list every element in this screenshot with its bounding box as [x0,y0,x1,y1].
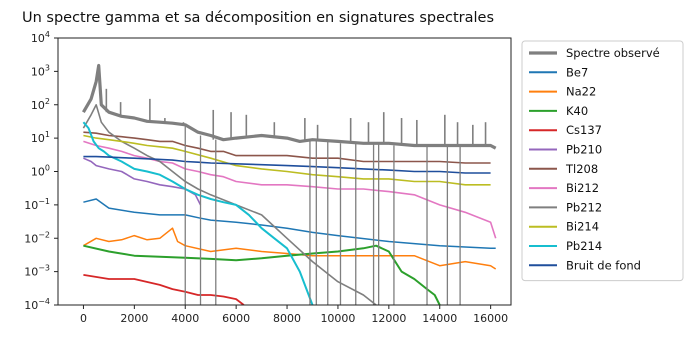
legend-label: Spectre observé [566,46,660,60]
series-line-0 [83,66,495,149]
x-tick-label: 10000 [320,312,355,325]
series-line-8 [83,105,376,305]
x-tick-label: 6000 [222,312,250,325]
x-tick-label: 14000 [422,312,457,325]
series-line-5 [83,158,200,205]
legend-label: Pb210 [566,143,602,157]
legend-label: K40 [566,104,588,118]
y-tick-label: 10−3 [24,264,50,279]
y-tick-label: 10−1 [24,197,50,212]
x-tick-label: 2000 [120,312,148,325]
legend-label: Pb212 [566,200,602,214]
legend-label: Bi214 [566,220,599,234]
x-tick-label: 8000 [273,312,301,325]
y-tick-label: 10−2 [24,230,50,245]
y-tick-label: 102 [31,97,50,112]
y-tick-label: 103 [31,63,50,78]
legend-label: Pb214 [566,239,602,253]
legend-label: Bruit de fond [566,258,641,272]
chart-title: Un spectre gamma et sa décomposition en … [22,10,494,26]
y-tick-label: 104 [31,30,50,45]
legend-label: Tl208 [565,162,598,176]
legend-label: Na22 [566,85,596,99]
y-tick-label: 100 [31,164,50,179]
x-tick-label: 12000 [371,312,406,325]
x-tick-label: 0 [80,312,87,325]
legend-label: Cs137 [566,123,602,137]
x-tick-label: 16000 [473,312,508,325]
series-line-2 [83,228,495,269]
series-line-9 [83,136,490,185]
plot-area [83,65,495,305]
series-line-3 [83,246,439,305]
legend-box [522,41,683,281]
legend-label: Bi212 [566,181,599,195]
y-tick-label: 10−4 [24,297,50,312]
x-tick-label: 4000 [171,312,199,325]
series-line-4 [83,275,243,305]
legend-label: Be7 [566,65,588,79]
y-tick-label: 101 [31,130,50,145]
legend: Spectre observé Be7 Na22 K40 Cs137 Pb210 Tl208… [522,41,683,281]
